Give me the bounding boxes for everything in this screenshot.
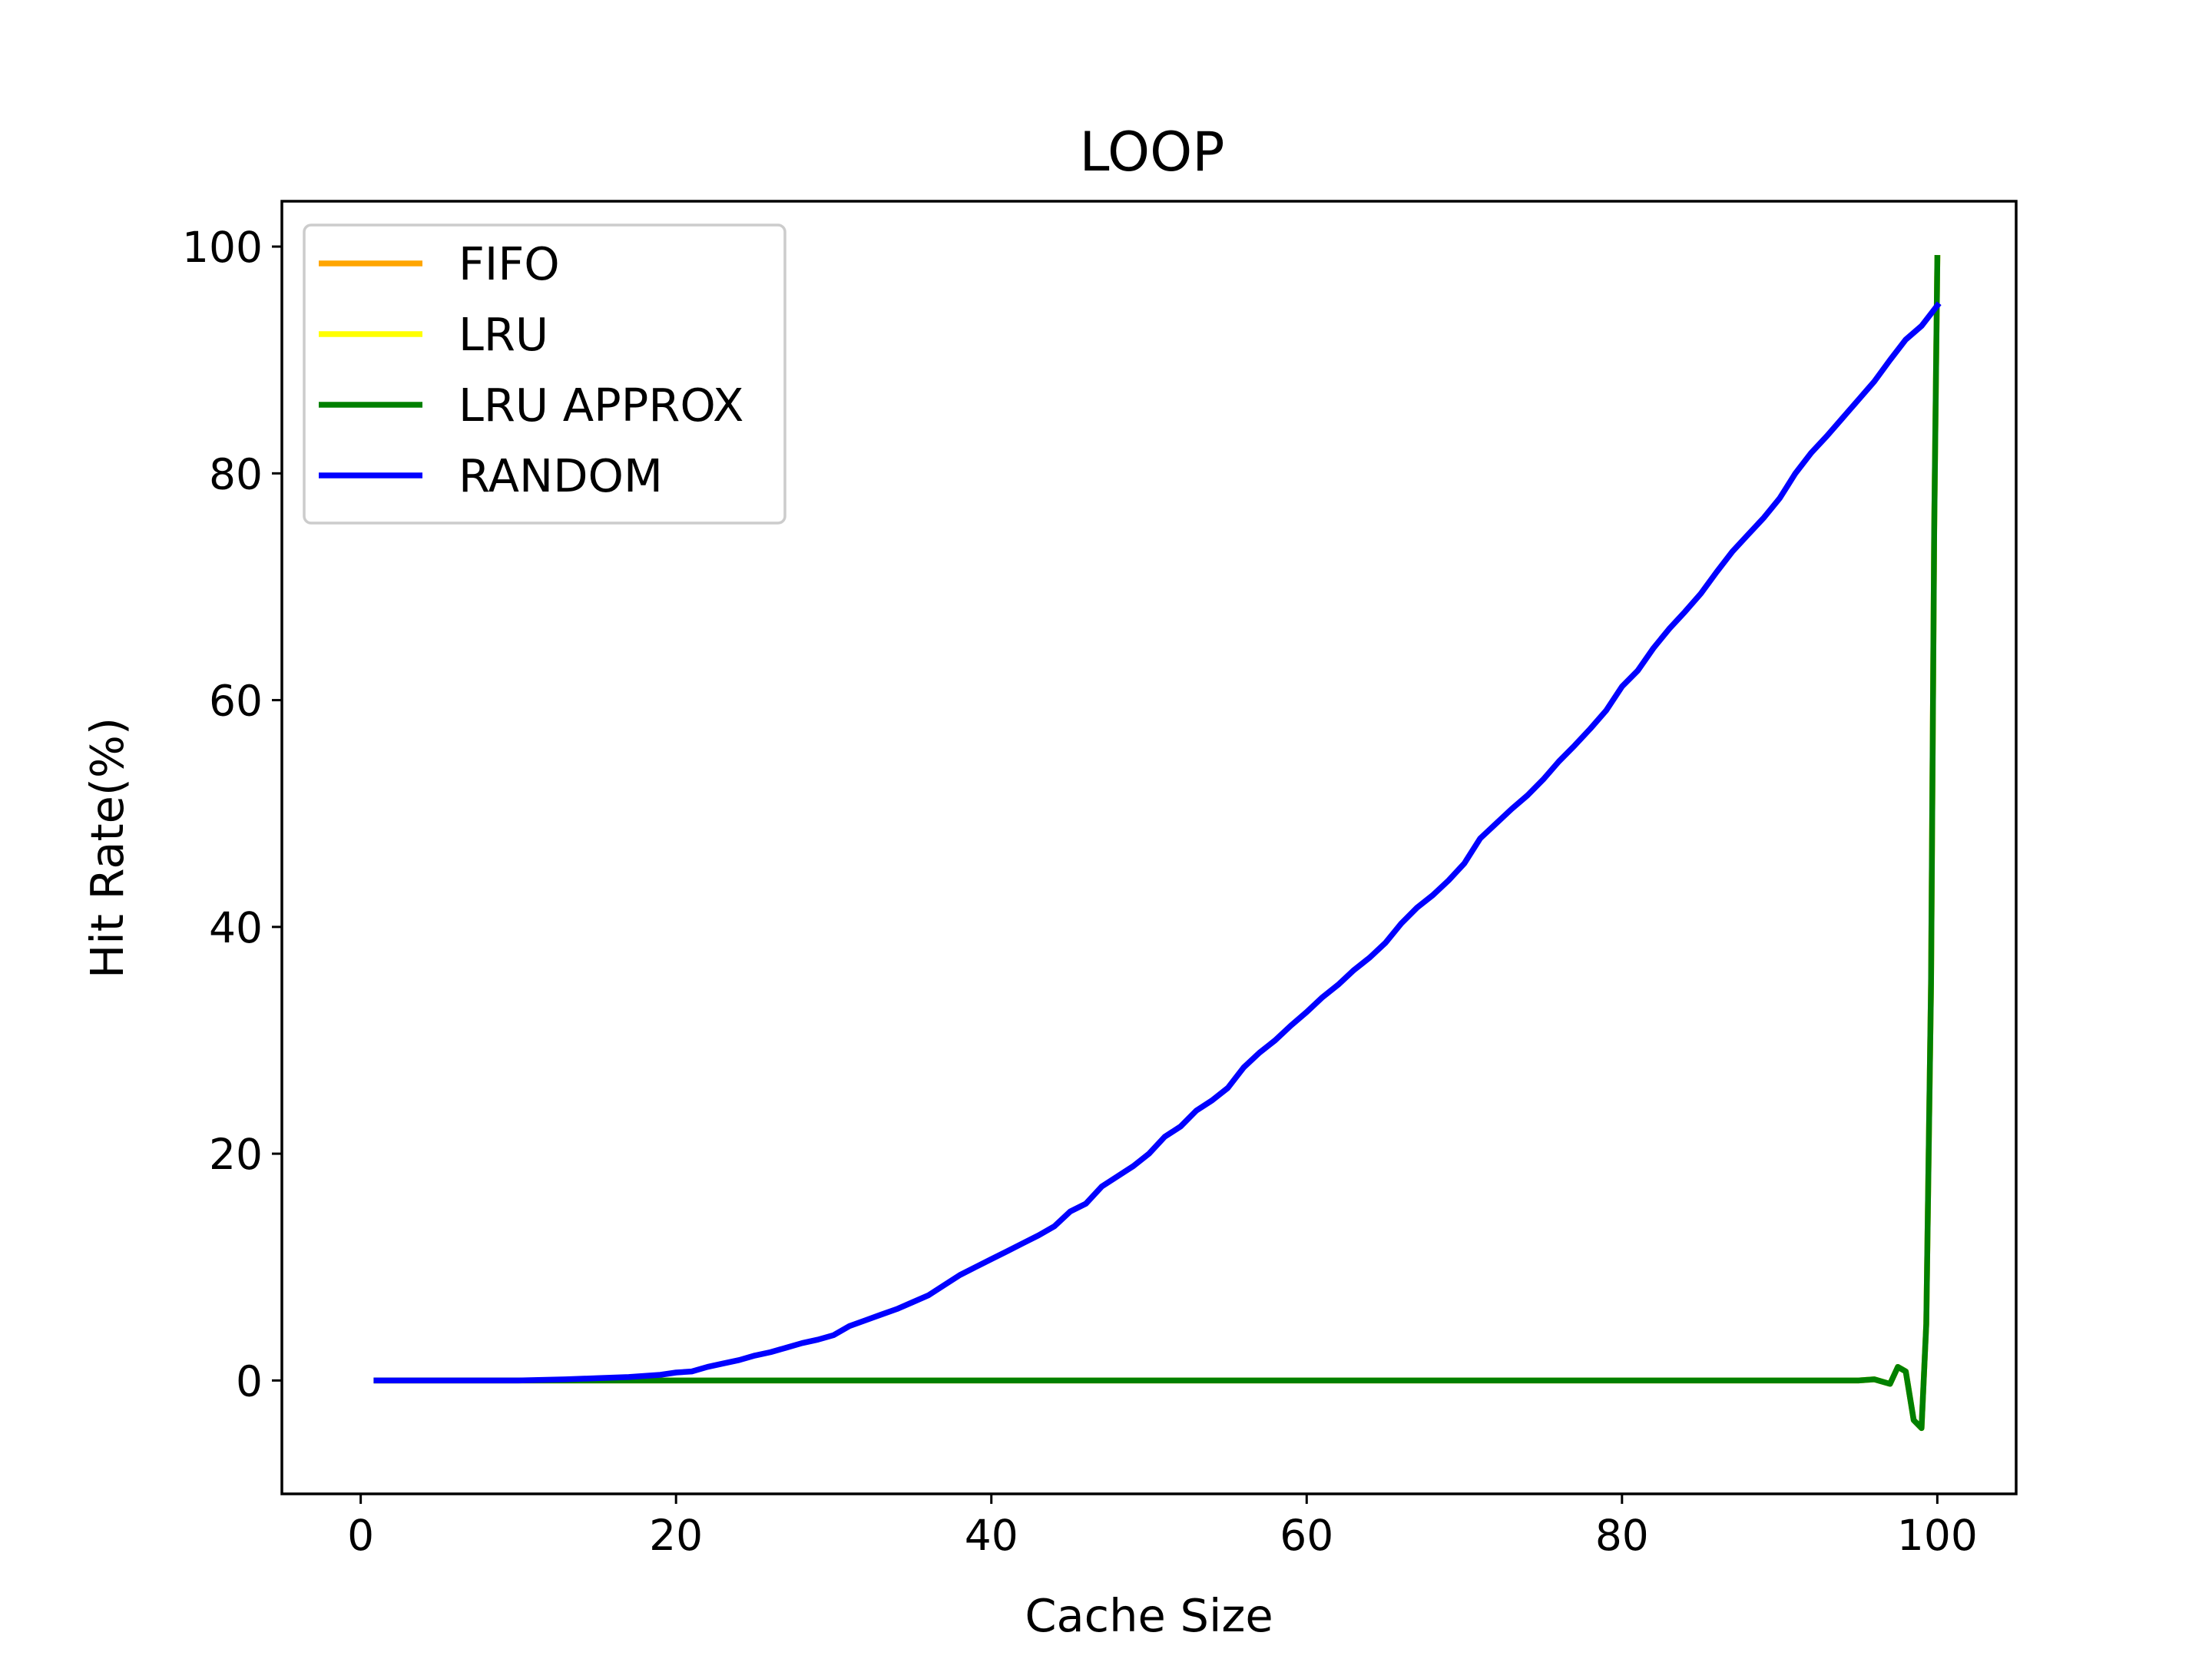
legend-label-3: RANDOM	[459, 449, 663, 502]
y-tick-label-2: 40	[209, 903, 263, 952]
plot-frame	[280, 200, 2018, 1495]
legend-box	[303, 224, 786, 525]
y-axis-label: Hit Rate(%)	[81, 717, 134, 979]
series-layer	[373, 255, 1942, 1432]
y-axis: 0 20 40 60 80 100	[182, 223, 282, 1406]
y-tick-label-4: 80	[209, 449, 263, 498]
x-tick-label-1: 20	[649, 1511, 703, 1560]
series-line-3	[373, 301, 1942, 1384]
legend: FIFO LRU LRU APPROX RANDOM	[303, 224, 786, 525]
legend-label-1: LRU	[459, 308, 548, 361]
x-tick-label-0: 0	[347, 1511, 374, 1560]
legend-label-2: LRU APPROX	[459, 379, 743, 432]
y-tick-label-3: 60	[209, 677, 263, 726]
x-axis-label: Cache Size	[1025, 1589, 1273, 1642]
y-tick-label-5: 100	[182, 223, 263, 272]
x-tick-label-4: 80	[1595, 1511, 1649, 1560]
x-tick-label-5: 100	[1897, 1511, 1978, 1560]
y-tick-label-1: 20	[209, 1130, 263, 1179]
x-tick-label-3: 60	[1280, 1511, 1333, 1560]
y-tick-label-0: 0	[236, 1356, 263, 1406]
chart-title: LOOP	[1080, 121, 1225, 184]
legend-label-0: FIFO	[459, 237, 560, 290]
series-line-2	[373, 255, 1941, 1432]
x-axis: 0 20 40 60 80 100	[347, 1494, 1978, 1560]
x-tick-label-2: 40	[965, 1511, 1018, 1560]
